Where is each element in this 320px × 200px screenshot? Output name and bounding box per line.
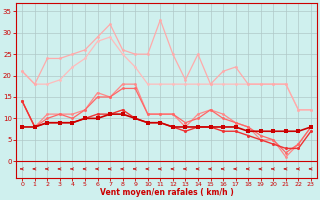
X-axis label: Vent moyen/en rafales ( km/h ): Vent moyen/en rafales ( km/h ) xyxy=(100,188,234,197)
